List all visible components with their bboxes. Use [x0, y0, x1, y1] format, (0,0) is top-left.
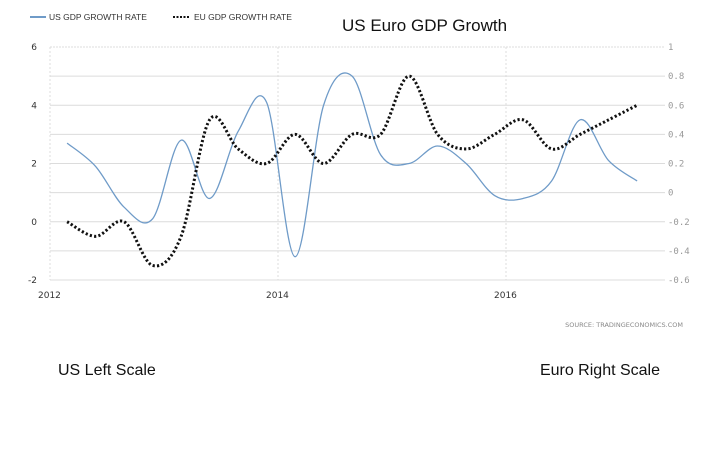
y-right-tick-label: 0	[668, 189, 673, 199]
x-tick-label: 2014	[266, 291, 289, 301]
y-right-tick-label: 0.8	[668, 72, 684, 82]
y-right-tick-label: 0.2	[668, 160, 684, 170]
note-right-scale: Euro Right Scale	[540, 362, 660, 379]
y-left-tick-label: 2	[31, 160, 37, 170]
y-right-tick-label: 0.6	[668, 101, 684, 111]
y-left-tick-label: 4	[31, 101, 37, 111]
legend-eu-label: EU GDP GROWTH RATE	[194, 12, 292, 22]
y-axis-right: 1 0.8 0.6 0.4 0.2 0 -0.2 -0.4 -0.6	[668, 43, 690, 286]
y-left-tick-label: -2	[28, 276, 37, 286]
legend-us-label: US GDP GROWTH RATE	[49, 12, 147, 22]
eu-gdp-line	[66, 74, 638, 268]
x-tick-label: 2016	[494, 291, 517, 301]
series-lines	[66, 72, 638, 268]
x-axis: 2012 2014 2016	[38, 291, 517, 301]
grid	[49, 46, 665, 281]
chart-title: US Euro GDP Growth	[342, 16, 507, 35]
legend: US GDP GROWTH RATE EU GDP GROWTH RATE	[30, 12, 292, 22]
x-tick-label: 2012	[38, 291, 61, 301]
note-left-scale: US Left Scale	[58, 362, 156, 379]
y-axis-left: 6 4 2 0 -2	[28, 43, 37, 286]
y-left-tick-label: 0	[31, 218, 37, 228]
y-right-tick-label: -0.4	[668, 247, 690, 257]
y-right-tick-label: -0.6	[668, 276, 690, 286]
source-label: SOURCE: TRADINGECONOMICS.COM	[565, 321, 683, 329]
y-right-tick-label: 1	[668, 43, 673, 53]
y-left-tick-label: 6	[31, 43, 37, 53]
y-right-tick-label: -0.2	[668, 218, 690, 228]
us-gdp-line	[66, 72, 638, 258]
y-right-tick-label: 0.4	[668, 130, 684, 140]
